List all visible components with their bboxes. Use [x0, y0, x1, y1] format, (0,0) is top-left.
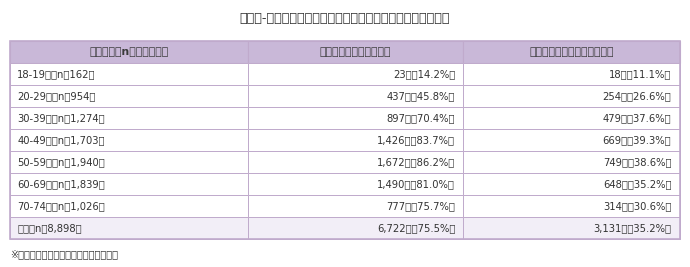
Text: 過去１年ギャンブル経験あり: 過去１年ギャンブル経験あり: [529, 47, 614, 57]
Text: 314　（30.6%）: 314 （30.6%）: [603, 201, 671, 211]
Text: 20-29歳（n＝954）: 20-29歳（n＝954）: [17, 91, 96, 101]
Text: 50-59歳（n＝1,940）: 50-59歳（n＝1,940）: [17, 157, 105, 167]
Text: 1,426　（83.7%）: 1,426 （83.7%）: [377, 135, 455, 145]
Text: 70-74歳（n＝1,026）: 70-74歳（n＝1,026）: [17, 201, 105, 211]
Text: 30-39歳（n＝1,274）: 30-39歳（n＝1,274）: [17, 113, 105, 123]
Text: 669　（39.3%）: 669 （39.3%）: [603, 135, 671, 145]
Text: 23　（14.2%）: 23 （14.2%）: [393, 69, 455, 79]
Text: 1,672　（86.2%）: 1,672 （86.2%）: [377, 157, 455, 167]
Text: 40-49歳（n＝1,703）: 40-49歳（n＝1,703）: [17, 135, 105, 145]
Text: 648　（35.2%）: 648 （35.2%）: [603, 179, 671, 189]
Text: 6,722　（75.5%）: 6,722 （75.5%）: [377, 223, 455, 233]
Text: 1,490　（81.0%）: 1,490 （81.0%）: [377, 179, 455, 189]
Text: 年齢区分（n＝有効票数）: 年齢区分（n＝有効票数）: [90, 47, 169, 57]
Text: 437　（45.8%）: 437 （45.8%）: [387, 91, 455, 101]
Text: 《表２-７》年代別ギャンブル経験者割合（生涯・過去１年）: 《表２-７》年代別ギャンブル経験者割合（生涯・過去１年）: [239, 12, 451, 25]
Text: 3,131　（35.2%）: 3,131 （35.2%）: [593, 223, 671, 233]
Text: 749　（38.6%）: 749 （38.6%）: [603, 157, 671, 167]
Text: 18-19歳（n＝162）: 18-19歳（n＝162）: [17, 69, 96, 79]
Text: 60-69歳（n＝1,839）: 60-69歳（n＝1,839）: [17, 179, 105, 189]
Text: 254　（26.6%）: 254 （26.6%）: [602, 91, 671, 101]
Text: 897　（70.4%）: 897 （70.4%）: [386, 113, 455, 123]
Text: 18　（11.1%）: 18 （11.1%）: [609, 69, 671, 79]
Text: 479　（37.6%）: 479 （37.6%）: [603, 113, 671, 123]
Text: 全体（n＝8,898）: 全体（n＝8,898）: [17, 223, 82, 233]
Text: 生涯ギャンブル経験あり: 生涯ギャンブル経験あり: [320, 47, 391, 57]
Text: ※（％）は各年代の有効票に占める割合: ※（％）は各年代の有効票に占める割合: [10, 249, 119, 259]
Text: 777　（75.7%）: 777 （75.7%）: [386, 201, 455, 211]
